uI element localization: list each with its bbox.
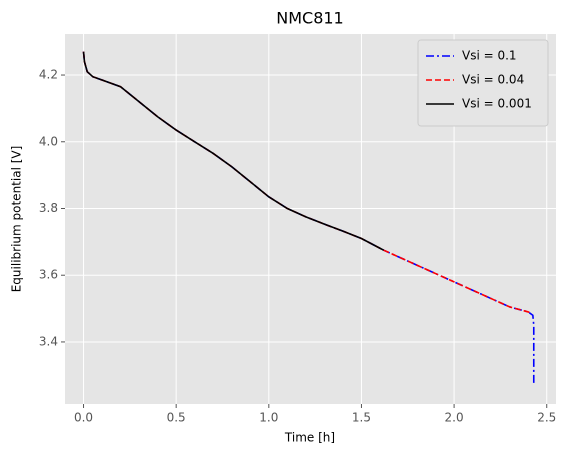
legend-label: Vsi = 0.04	[462, 73, 524, 87]
x-axis-label: Time [h]	[284, 431, 335, 445]
legend-label: Vsi = 0.1	[462, 49, 517, 63]
y-tick-label: 3.6	[39, 268, 58, 282]
y-tick-label: 4.2	[39, 68, 58, 82]
x-tick-label: 2.5	[537, 411, 556, 425]
y-tick-label: 3.4	[39, 334, 58, 348]
y-tick-label: 3.8	[39, 201, 58, 215]
y-axis-label: Equilibrium potential [V]	[10, 146, 24, 293]
x-tick-label: 0.5	[167, 411, 186, 425]
x-tick-label: 0.0	[74, 411, 93, 425]
x-tick-label: 1.5	[352, 411, 371, 425]
y-tick-label: 4.0	[39, 134, 58, 148]
x-tick-label: 1.0	[259, 411, 278, 425]
series-line	[82, 51, 385, 251]
legend-label: Vsi = 0.001	[462, 97, 532, 111]
chart-title: NMC811	[276, 9, 343, 28]
x-tick-label: 2.0	[445, 411, 464, 425]
